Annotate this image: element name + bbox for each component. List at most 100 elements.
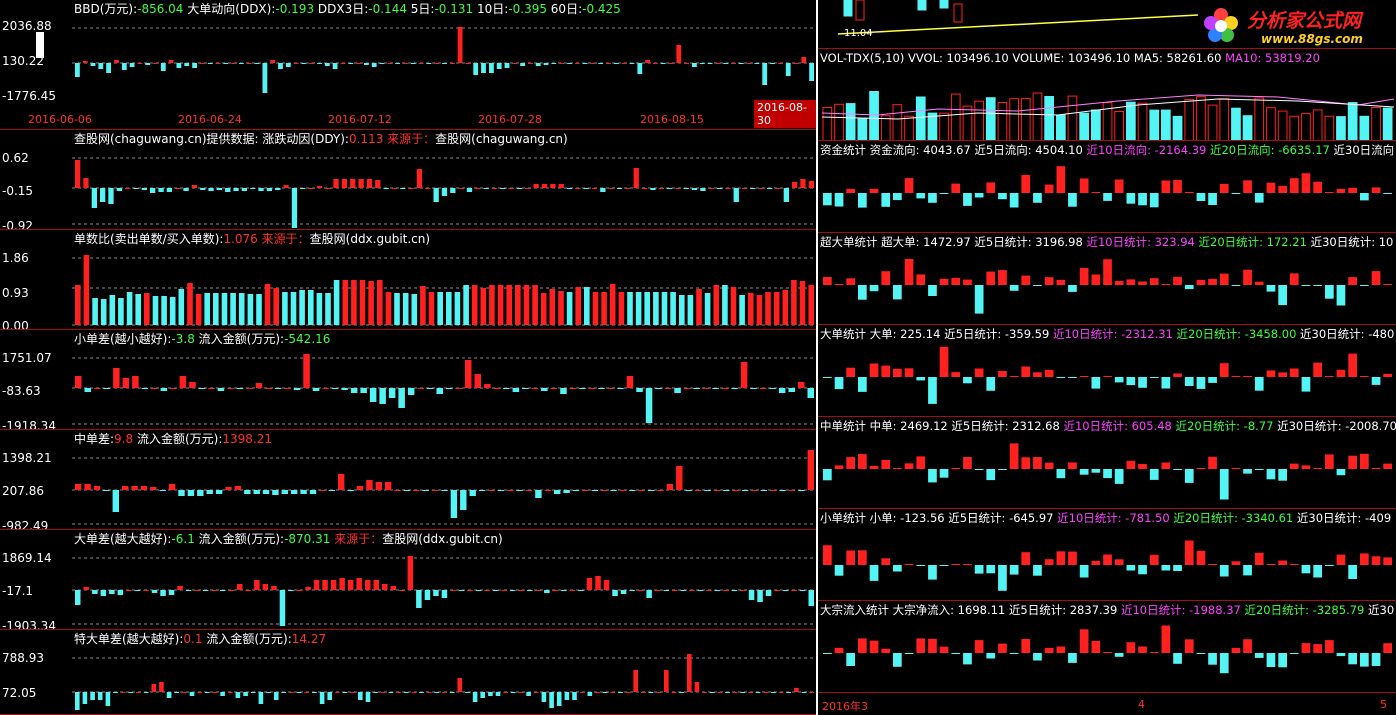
bar	[1383, 193, 1392, 194]
bar	[132, 376, 139, 388]
bar	[1126, 565, 1136, 571]
panel-bbd[interactable]: BBD(万元):-856.04 大单动向(DDX):-0.193 DDX3日:-…	[0, 0, 818, 130]
bar-chart	[72, 654, 816, 710]
y-axis-label: 1869.14	[2, 551, 52, 565]
bar	[904, 564, 914, 565]
bar	[1173, 276, 1182, 285]
bar	[881, 271, 891, 285]
bar	[497, 490, 505, 491]
bar	[560, 388, 567, 394]
volume-bar	[1196, 96, 1206, 141]
bar	[75, 692, 80, 710]
bar	[151, 590, 158, 593]
bar	[689, 590, 695, 591]
bar	[916, 274, 926, 285]
bar	[1278, 469, 1287, 481]
panel-separator	[818, 140, 1396, 141]
bar	[1044, 184, 1054, 193]
bar	[801, 692, 807, 693]
site-logo: 分析家公式网 www.88gs.com	[1195, 2, 1395, 50]
bar	[1161, 565, 1171, 571]
bar	[197, 490, 204, 496]
volume-bar	[1149, 109, 1160, 141]
left-chart-area: BBD(万元):-856.04 大单动向(DDX):-0.193 DDX3日:-…	[0, 0, 818, 715]
bar	[621, 63, 627, 64]
panel-super[interactable]: 超大单统计 超大单: 1472.97 近5日统计: 3196.98 近10日统计…	[818, 233, 1396, 325]
bar	[304, 692, 310, 693]
bar	[1231, 561, 1241, 565]
bar	[350, 388, 358, 393]
bar	[1289, 273, 1299, 285]
title-segment: 流入金额(万元):	[194, 532, 285, 546]
panel-big[interactable]: 大单差(越大越好):-6.1 流入金额(万元):-870.31 来源于：查股网(…	[0, 530, 818, 630]
bar	[1009, 285, 1019, 291]
bar	[1325, 376, 1334, 377]
bar	[394, 490, 401, 491]
bar	[788, 388, 795, 392]
bar	[484, 590, 490, 591]
title-segment: 小单差(越小越好):	[74, 332, 172, 346]
bar	[460, 490, 467, 510]
bar	[1313, 565, 1322, 578]
panel-huge[interactable]: 特大单差(越大越好):0.1 流入金额(万元):14.27 788.93 72.05	[0, 630, 818, 715]
price-panel[interactable]: 11.04	[818, 0, 1396, 48]
pane-divider[interactable]	[816, 0, 818, 715]
title-segment: 大宗流入统计 大宗净流入: 1698.11 近5日统计: 2837.39	[820, 603, 1121, 617]
bar	[1079, 376, 1089, 377]
bar	[916, 377, 926, 381]
panel-ratio[interactable]: 单数比(卖出单数/买入单数):1.076 来源于：查股网(ddx.gubit.c…	[0, 230, 818, 330]
bar	[309, 490, 317, 494]
bar	[656, 692, 661, 693]
bar	[595, 576, 601, 590]
bar	[424, 590, 431, 600]
crosshair-marker[interactable]	[36, 32, 44, 58]
volume-bar	[1219, 98, 1230, 141]
y-axis-label: 1.86	[2, 251, 29, 265]
bar	[350, 179, 356, 188]
volume-bar	[1242, 115, 1253, 141]
bar	[1383, 557, 1392, 565]
bar	[986, 653, 996, 659]
bar	[963, 564, 972, 565]
bar	[1219, 469, 1229, 500]
bar	[450, 590, 456, 591]
panel-mid[interactable]: 中单差:9.8 流入金额(万元):1398.21 1398.21 207.86 -98…	[0, 430, 818, 530]
panel-fund[interactable]: 资金统计 资金流向: 4043.67 近5日流向: 4504.10 近10日流向…	[818, 141, 1396, 233]
bar	[1068, 653, 1077, 663]
candle	[939, 0, 949, 9]
volume-bar	[1289, 115, 1300, 141]
bar	[134, 590, 141, 591]
bar	[963, 377, 972, 384]
bar	[544, 590, 550, 593]
bar	[1360, 285, 1369, 286]
bar	[160, 388, 168, 391]
bar	[1301, 285, 1311, 286]
bar	[1068, 193, 1077, 207]
bar	[1360, 453, 1369, 469]
bar	[1219, 363, 1229, 377]
bar	[998, 270, 1007, 285]
bar	[541, 692, 547, 702]
panel-large[interactable]: 大单统计 大单: 225.14 近5日统计: -359.59 近10日统计: -…	[818, 325, 1396, 417]
volume-bar	[927, 112, 938, 141]
panel-small[interactable]: 小单差(越小越好):-3.8 流入金额(万元):-542.16 1751.07 -8…	[0, 330, 818, 430]
bar	[893, 468, 902, 469]
bar	[731, 388, 738, 389]
volume-bar	[1114, 111, 1124, 141]
panel-block[interactable]: 大宗流入统计 大宗净流入: 1698.11 近5日统计: 2837.39 近10…	[818, 601, 1396, 693]
bar	[1348, 353, 1357, 377]
bar	[518, 590, 524, 591]
bar	[963, 279, 972, 285]
panel-vol[interactable]: VOL-TDX(5,10) VVOL: 103496.10 VOLUME: 10…	[818, 49, 1396, 141]
title-segment: 14.27	[291, 632, 327, 646]
panel-medium[interactable]: 中单统计 中单: 2469.12 近5日统计: 2312.68 近10日统计: …	[818, 417, 1396, 509]
bar	[650, 188, 656, 190]
bar	[141, 188, 147, 190]
panel-ddy[interactable]: 查股网(chaguwang.cn)提供数据: 涨跌动因(DDY):0.113 来…	[0, 130, 818, 230]
bar	[238, 293, 245, 325]
bar	[572, 490, 580, 491]
volume-bar	[1184, 99, 1195, 141]
bar	[221, 293, 228, 325]
panel-smallr[interactable]: 小单统计 小单: -123.56 近5日统计: -645.97 近10日统计: …	[818, 509, 1396, 601]
bar	[208, 188, 214, 191]
